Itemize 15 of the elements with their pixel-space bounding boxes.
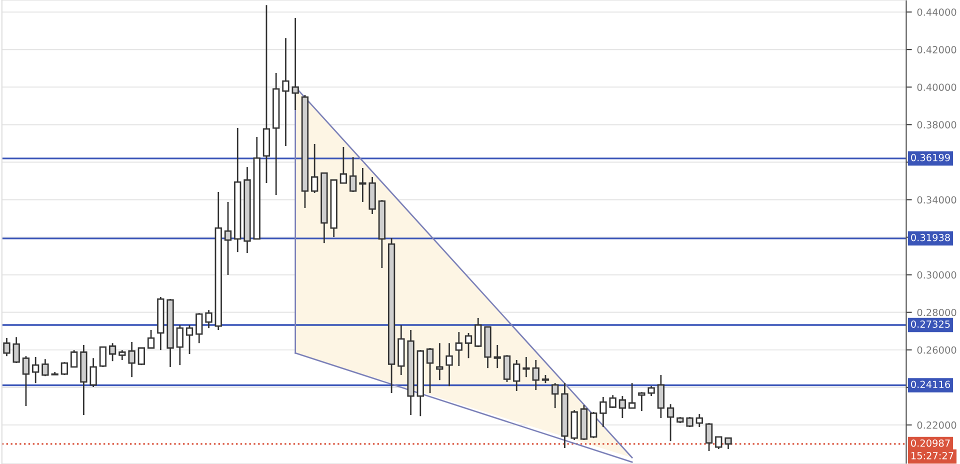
ref-line-label: 0.27325 [911,320,950,328]
y-tick-label: 0.42000 [917,46,956,54]
y-tick-label: 0.38000 [917,121,956,128]
ref-line-label: 0.24116 [911,380,950,388]
y-tick-label: 0.22000 [917,421,956,429]
ref-line-label: 0.36199 [911,154,950,162]
ref-line-label: 0.20987 [911,439,950,447]
text: 15:27:27 [911,452,954,460]
y-tick-label: 0.28000 [917,308,956,316]
y-tick-label: 0.44000 [917,8,956,16]
ref-line-label: 0.31938 [911,234,950,242]
y-tick-label: 0.26000 [917,346,956,354]
y-tick-label: 0.30000 [917,271,956,279]
y-tick-label: 0.40000 [917,84,956,91]
y-tick-label: 0.34000 [917,196,956,204]
